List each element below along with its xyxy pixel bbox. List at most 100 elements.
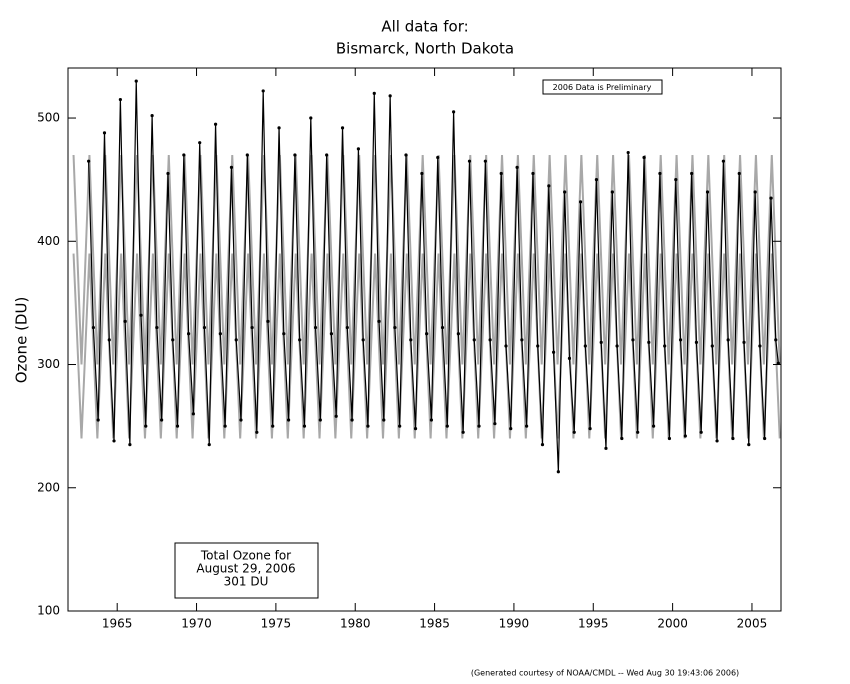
data-point — [413, 427, 418, 431]
data-point — [191, 412, 195, 416]
data-point — [266, 319, 270, 323]
data-point — [118, 97, 122, 102]
info-text: 301 DU — [224, 575, 269, 589]
data-point — [429, 418, 434, 422]
x-tick-label: 1970 — [181, 617, 212, 631]
data-point — [678, 338, 683, 342]
data-point — [631, 338, 635, 342]
data-point — [483, 159, 487, 163]
data-point — [583, 344, 587, 348]
data-point — [604, 446, 608, 450]
data-point — [123, 319, 127, 323]
data-point — [547, 184, 551, 188]
data-point — [705, 190, 710, 194]
x-tick-label: 1995 — [578, 617, 609, 631]
data-point — [610, 190, 614, 194]
data-point — [683, 434, 687, 438]
data-point — [377, 319, 381, 323]
x-tick-label: 2005 — [737, 617, 768, 631]
data-point — [382, 418, 386, 422]
data-point — [520, 338, 524, 342]
data-point — [150, 113, 154, 118]
data-point — [282, 332, 286, 336]
data-point — [372, 91, 376, 95]
data-point — [361, 338, 365, 342]
data-point — [229, 165, 234, 169]
data-point — [525, 424, 529, 428]
data-point — [420, 171, 424, 176]
data-point — [87, 159, 91, 163]
data-point — [155, 325, 159, 330]
data-point — [726, 338, 730, 342]
data-point — [334, 414, 338, 418]
data-point — [166, 171, 170, 176]
data-point — [293, 153, 297, 157]
data-point — [763, 436, 767, 441]
data-point — [504, 344, 508, 348]
data-point — [445, 424, 449, 428]
data-point — [663, 344, 667, 348]
data-point — [515, 165, 519, 169]
info-text: Total Ozone for — [200, 549, 291, 563]
info-text: August 29, 2006 — [196, 562, 295, 576]
data-point — [313, 325, 318, 330]
data-point — [737, 171, 741, 176]
data-point — [218, 332, 222, 336]
data-point — [721, 159, 725, 163]
data-point — [642, 155, 646, 160]
data-point — [134, 79, 138, 83]
data-point — [699, 430, 703, 434]
data-point — [436, 155, 440, 160]
data-point — [340, 126, 345, 130]
data-point — [202, 325, 207, 330]
data-point — [160, 418, 164, 422]
y-tick-label: 300 — [37, 357, 60, 371]
data-point — [636, 430, 640, 434]
data-point — [345, 325, 349, 330]
data-point — [551, 350, 556, 354]
data-point — [144, 424, 148, 428]
data-point — [198, 141, 202, 145]
y-tick-label: 400 — [37, 234, 60, 248]
data-point — [128, 443, 132, 447]
data-point — [250, 325, 254, 330]
data-point — [753, 190, 757, 194]
data-point — [572, 430, 576, 434]
data-point — [536, 344, 540, 348]
data-point — [309, 116, 313, 120]
data-point — [488, 338, 492, 342]
data-point — [694, 340, 699, 344]
data-point — [171, 338, 175, 342]
y-tick-label: 500 — [37, 111, 60, 125]
data-point — [615, 344, 619, 348]
data-point — [674, 178, 678, 182]
data-point — [302, 424, 307, 428]
data-point — [112, 439, 116, 443]
data-point — [223, 424, 227, 428]
data-point — [578, 200, 583, 204]
data-point — [461, 430, 465, 434]
x-tick-label: 1980 — [340, 617, 371, 631]
data-point — [175, 424, 180, 428]
x-tick-label: 1965 — [102, 617, 133, 631]
data-point — [182, 153, 186, 157]
y-tick-label: 200 — [37, 480, 60, 494]
data-point — [261, 89, 265, 93]
x-tick-label: 1990 — [499, 617, 530, 631]
data-point — [239, 418, 243, 422]
data-point — [139, 313, 143, 317]
data-point — [626, 150, 630, 155]
data-point — [409, 338, 413, 342]
data-point — [774, 338, 778, 342]
data-point — [472, 338, 476, 342]
data-point — [404, 153, 408, 157]
data-point — [588, 427, 592, 431]
data-point — [425, 332, 429, 336]
data-point — [452, 110, 456, 114]
data-point — [325, 153, 329, 157]
data-point — [769, 196, 773, 200]
data-point — [91, 325, 95, 330]
data-point — [599, 340, 603, 344]
data-point — [350, 418, 354, 422]
